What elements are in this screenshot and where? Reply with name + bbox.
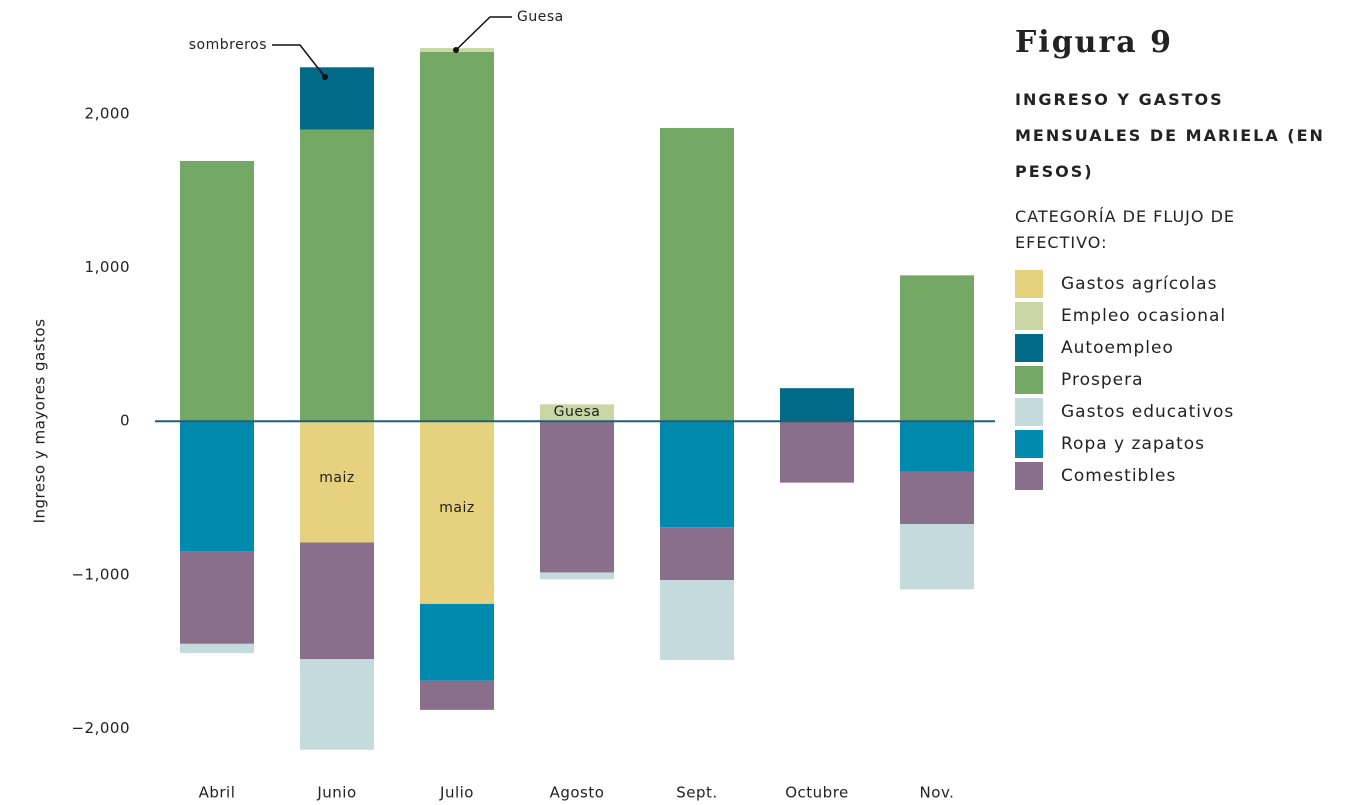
legend: Gastos agrícolas Empleo ocasional Autoempl… [1015, 268, 1355, 492]
bar-segment [420, 680, 494, 710]
bar-segment [300, 129, 374, 422]
y-tick-label: 1,000 [85, 258, 130, 276]
legend-title: CATEGORÍA DE FLUJO DE EFECTIVO: [1015, 207, 1235, 252]
annotation: maiz [319, 470, 354, 486]
legend-item: Gastos educativos [1015, 396, 1355, 428]
legend-swatch [1015, 334, 1043, 362]
bar-segment [660, 127, 734, 422]
y-tick-label: −2,000 [71, 719, 130, 737]
bar-segment [780, 388, 854, 422]
bar-segment [420, 51, 494, 422]
legend-item: Gastos agrícolas [1015, 268, 1355, 300]
x-tick-label: Sept. [676, 784, 717, 802]
legend-item: Ropa y zapatos [1015, 428, 1355, 460]
legend-label: Prospera [1061, 370, 1144, 390]
legend-label: Empleo ocasional [1061, 306, 1227, 326]
legend-label: Autoempleo [1061, 338, 1174, 358]
bar-segment [300, 67, 374, 130]
legend-label: Gastos agrícolas [1061, 274, 1218, 294]
legend-label: Ropa y zapatos [1061, 434, 1205, 454]
bar-segment [780, 421, 854, 483]
side-panel: Figura 9 INGRESO Y GASTOS MENSUALES DE M… [1015, 25, 1355, 492]
legend-item: Comestibles [1015, 460, 1355, 492]
bar-segment [540, 421, 614, 573]
bar-segment [660, 580, 734, 660]
annotation-leader [272, 44, 326, 78]
y-axis-label: Ingreso y mayores gastos [31, 319, 49, 524]
annotation-dot [453, 47, 459, 53]
bar-segment [300, 421, 374, 543]
bar-segment [420, 603, 494, 681]
bar-segment [900, 471, 974, 525]
bar-segment [180, 551, 254, 644]
x-tick-label: Abril [199, 784, 236, 802]
annotation: Guesa [517, 9, 564, 25]
bar-segment [180, 643, 254, 654]
annotation: sombreros [189, 37, 267, 53]
legend-label: Comestibles [1061, 466, 1177, 486]
bar-segment [660, 421, 734, 528]
x-tick-label: Junio [316, 784, 356, 802]
legend-swatch [1015, 462, 1043, 490]
bar-segment [900, 421, 974, 472]
chart-subtitle: INGRESO Y GASTOS MENSUALES DE MARIELA (E… [1015, 90, 1325, 181]
legend-item: Autoempleo [1015, 332, 1355, 364]
annotation-leader [455, 16, 512, 51]
legend-item: Empleo ocasional [1015, 300, 1355, 332]
y-tick-label: 0 [120, 412, 130, 430]
annotation: maiz [439, 500, 474, 516]
bar-segment [180, 160, 254, 422]
bar-segment [660, 527, 734, 581]
legend-swatch [1015, 398, 1043, 426]
chart-title: Figura 9 [1015, 25, 1174, 60]
bar-segment [420, 421, 494, 604]
legend-swatch [1015, 302, 1043, 330]
bar-segment [540, 404, 614, 422]
x-tick-label: Agosto [550, 784, 605, 802]
bar-segment [900, 524, 974, 590]
bar-segment [180, 421, 254, 552]
annotation: Guesa [554, 404, 601, 420]
bar-segment [300, 659, 374, 750]
bar-segment [900, 275, 974, 422]
legend-swatch [1015, 270, 1043, 298]
legend-item: Prospera [1015, 364, 1355, 396]
y-tick-label: −1,000 [71, 565, 130, 583]
bar-segment [300, 542, 374, 660]
y-tick-label: 2,000 [85, 105, 130, 123]
x-tick-label: Octubre [785, 784, 849, 802]
legend-label: Gastos educativos [1061, 402, 1235, 422]
legend-swatch [1015, 430, 1043, 458]
annotation-dot [322, 74, 328, 80]
legend-swatch [1015, 366, 1043, 394]
x-tick-label: Julio [439, 784, 474, 802]
chart: Ingreso y mayores gastos −2,000 −1,000 0 1,… [31, 9, 995, 802]
bar-segment [540, 572, 614, 580]
x-tick-label: Nov. [920, 784, 955, 802]
